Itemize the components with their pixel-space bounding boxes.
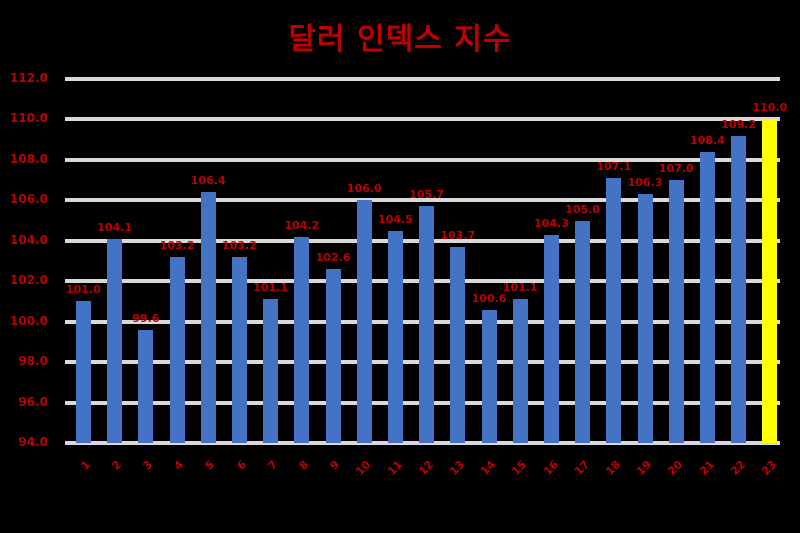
value-label: 104.2 <box>284 218 320 232</box>
gridline <box>65 198 780 203</box>
value-label: 101.0 <box>66 283 101 297</box>
gridline <box>65 77 780 81</box>
bar <box>450 246 466 443</box>
gridline <box>65 117 780 122</box>
y-tick-label: 112.0 <box>10 71 48 85</box>
bar <box>388 230 403 443</box>
bar <box>232 256 247 443</box>
value-label: 110.0 <box>752 101 788 115</box>
value-label: 103.2 <box>159 238 195 252</box>
value-label: 101.1 <box>253 281 289 295</box>
value-label: 108.4 <box>690 133 725 147</box>
bar <box>294 236 310 443</box>
value-label: 102.6 <box>315 251 351 265</box>
value-label: 101.1 <box>502 281 538 295</box>
value-label: 104.3 <box>534 216 569 230</box>
value-label: 107.1 <box>596 160 632 174</box>
bar-highlighted <box>762 119 778 443</box>
y-tick-label: 98.0 <box>18 354 48 369</box>
value-label: 105.7 <box>409 188 445 202</box>
bar <box>544 234 559 443</box>
bar <box>481 309 497 443</box>
value-label: 99.6 <box>132 311 160 325</box>
bar <box>575 220 591 443</box>
bar <box>356 200 372 443</box>
y-tick-label: 94.0 <box>18 435 48 449</box>
bar <box>606 178 622 443</box>
value-label: 106.4 <box>190 174 226 188</box>
gridline <box>65 441 780 445</box>
value-label: 106.0 <box>346 182 382 196</box>
value-label: 104.1 <box>97 220 133 234</box>
bar <box>107 238 123 443</box>
value-label: 106.3 <box>627 176 663 190</box>
bar <box>637 194 653 443</box>
y-tick-label: 106.0 <box>10 192 48 207</box>
bar <box>700 151 715 443</box>
bar <box>263 299 279 443</box>
y-tick-label: 110.0 <box>10 111 48 126</box>
bar <box>731 135 747 443</box>
bar <box>419 206 435 443</box>
y-tick-label: 104.0 <box>10 232 48 247</box>
value-label: 107.0 <box>658 162 694 176</box>
bar <box>200 192 216 443</box>
value-label: 100.6 <box>471 291 507 305</box>
chart-title: 달러 인덱스 지수 <box>288 22 512 57</box>
y-tick-label: 96.0 <box>18 394 48 409</box>
y-tick-label: 108.0 <box>10 151 48 166</box>
bar <box>325 269 341 443</box>
bar <box>668 180 684 443</box>
bar <box>76 301 91 443</box>
gridline <box>65 157 780 162</box>
bar <box>138 329 154 443</box>
bar <box>169 256 185 443</box>
bar <box>512 299 528 443</box>
value-label: 105.0 <box>565 202 601 216</box>
value-label: 103.2 <box>222 238 257 252</box>
y-tick-label: 100.0 <box>10 313 48 328</box>
value-label: 103.7 <box>440 228 476 242</box>
value-label: 104.5 <box>378 212 413 226</box>
y-tick-label: 102.0 <box>10 273 48 288</box>
value-label: 109.2 <box>721 117 757 131</box>
